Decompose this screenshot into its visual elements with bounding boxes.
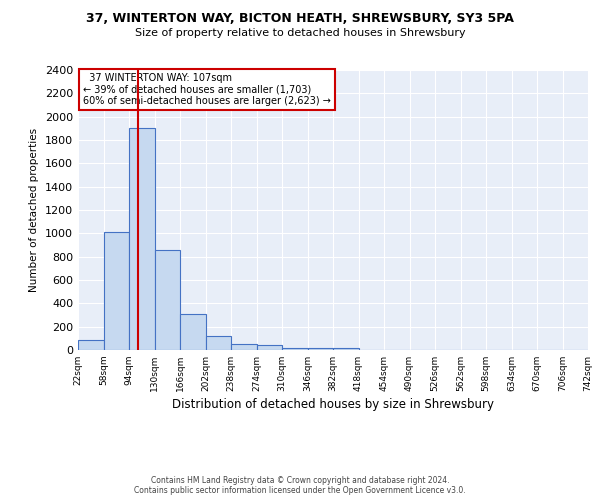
Y-axis label: Number of detached properties: Number of detached properties [29, 128, 40, 292]
Bar [257, 345, 282, 350]
Bar [282, 348, 308, 350]
Text: 37 WINTERTON WAY: 107sqm
← 39% of detached houses are smaller (1,703)
60% of sem: 37 WINTERTON WAY: 107sqm ← 39% of detach… [83, 73, 331, 106]
Bar [78, 340, 104, 350]
Bar [308, 348, 333, 350]
Text: Size of property relative to detached houses in Shrewsbury: Size of property relative to detached ho… [134, 28, 466, 38]
Bar [155, 250, 180, 350]
Bar [205, 336, 231, 350]
Text: Contains HM Land Registry data © Crown copyright and database right 2024.
Contai: Contains HM Land Registry data © Crown c… [134, 476, 466, 495]
Bar [333, 348, 359, 350]
X-axis label: Distribution of detached houses by size in Shrewsbury: Distribution of detached houses by size … [172, 398, 494, 411]
Bar [129, 128, 155, 350]
Bar [104, 232, 129, 350]
Text: 37, WINTERTON WAY, BICTON HEATH, SHREWSBURY, SY3 5PA: 37, WINTERTON WAY, BICTON HEATH, SHREWSB… [86, 12, 514, 26]
Bar [180, 314, 205, 350]
Bar [231, 344, 257, 350]
